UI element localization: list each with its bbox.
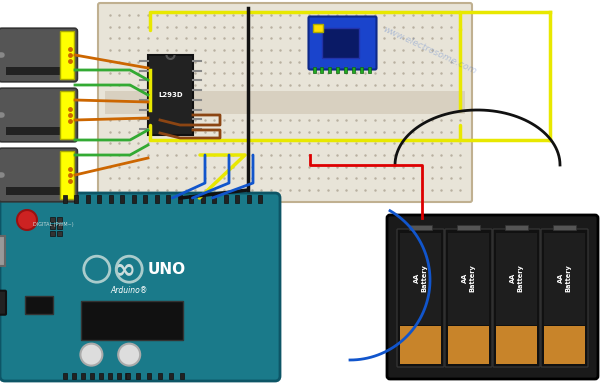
- Bar: [179, 373, 184, 379]
- Bar: [121, 195, 124, 203]
- Bar: [50, 231, 55, 236]
- Bar: [143, 195, 147, 203]
- Bar: [496, 233, 537, 325]
- Text: DIGITAL (PWM~): DIGITAL (PWM~): [33, 222, 74, 227]
- Bar: [72, 373, 76, 379]
- FancyBboxPatch shape: [98, 3, 472, 202]
- Bar: [117, 373, 121, 379]
- Bar: [97, 195, 101, 203]
- Text: ∞: ∞: [112, 255, 136, 283]
- FancyBboxPatch shape: [493, 229, 540, 367]
- FancyBboxPatch shape: [541, 229, 588, 367]
- Bar: [313, 67, 316, 73]
- Bar: [125, 373, 128, 379]
- Bar: [166, 195, 170, 203]
- FancyBboxPatch shape: [0, 88, 77, 142]
- Bar: [61, 151, 74, 199]
- Bar: [99, 373, 103, 379]
- Bar: [108, 373, 112, 379]
- Bar: [5, 127, 70, 135]
- Bar: [126, 373, 130, 379]
- Bar: [457, 225, 480, 230]
- Bar: [400, 233, 441, 325]
- Bar: [505, 225, 528, 230]
- Bar: [50, 217, 55, 222]
- Bar: [5, 67, 70, 75]
- Bar: [313, 24, 323, 32]
- Bar: [544, 326, 585, 364]
- FancyBboxPatch shape: [80, 301, 183, 340]
- Text: AA
Battery: AA Battery: [462, 264, 475, 291]
- Bar: [178, 195, 182, 203]
- Bar: [409, 225, 432, 230]
- Bar: [367, 67, 371, 73]
- Bar: [61, 91, 74, 139]
- FancyBboxPatch shape: [25, 296, 53, 314]
- Bar: [320, 67, 323, 73]
- Bar: [328, 67, 331, 73]
- Bar: [322, 28, 359, 58]
- Bar: [400, 326, 441, 364]
- Bar: [81, 373, 85, 379]
- FancyBboxPatch shape: [387, 215, 598, 379]
- Bar: [90, 373, 94, 379]
- FancyBboxPatch shape: [0, 28, 77, 82]
- Bar: [57, 231, 62, 236]
- Bar: [200, 195, 205, 203]
- Bar: [169, 373, 173, 379]
- Bar: [189, 195, 193, 203]
- Bar: [57, 224, 62, 229]
- Bar: [74, 195, 79, 203]
- Bar: [247, 195, 251, 203]
- Bar: [544, 233, 585, 325]
- Bar: [155, 195, 159, 203]
- Bar: [148, 55, 193, 135]
- Bar: [224, 195, 227, 203]
- Text: L293D: L293D: [158, 92, 183, 98]
- Circle shape: [17, 210, 37, 230]
- Bar: [496, 326, 537, 364]
- FancyBboxPatch shape: [0, 148, 77, 202]
- Text: www.electrosome.com: www.electrosome.com: [382, 24, 478, 76]
- Bar: [50, 224, 55, 229]
- Text: AA
Battery: AA Battery: [558, 264, 571, 291]
- Bar: [61, 31, 74, 79]
- Bar: [157, 373, 161, 379]
- Bar: [57, 217, 62, 222]
- Bar: [359, 67, 362, 73]
- FancyBboxPatch shape: [0, 236, 5, 266]
- FancyBboxPatch shape: [308, 17, 377, 70]
- Bar: [86, 195, 90, 203]
- FancyBboxPatch shape: [397, 229, 444, 367]
- Bar: [132, 195, 136, 203]
- FancyBboxPatch shape: [0, 193, 280, 381]
- Bar: [146, 373, 151, 379]
- Bar: [344, 67, 347, 73]
- Bar: [105, 91, 465, 114]
- Bar: [553, 225, 576, 230]
- Bar: [258, 195, 262, 203]
- Bar: [235, 195, 239, 203]
- Bar: [63, 373, 67, 379]
- Bar: [448, 326, 489, 364]
- FancyBboxPatch shape: [0, 291, 6, 315]
- Text: AA
Battery: AA Battery: [414, 264, 427, 291]
- Bar: [5, 187, 70, 195]
- Bar: [352, 67, 355, 73]
- Text: Arduino®: Arduino®: [110, 286, 148, 295]
- Bar: [136, 373, 139, 379]
- Bar: [63, 195, 67, 203]
- Bar: [336, 67, 339, 73]
- Circle shape: [80, 344, 103, 366]
- Text: UNO: UNO: [148, 262, 186, 277]
- Bar: [109, 195, 113, 203]
- Bar: [448, 233, 489, 325]
- Circle shape: [118, 344, 140, 366]
- Text: AA
Battery: AA Battery: [510, 264, 523, 291]
- FancyBboxPatch shape: [445, 229, 492, 367]
- Bar: [212, 195, 216, 203]
